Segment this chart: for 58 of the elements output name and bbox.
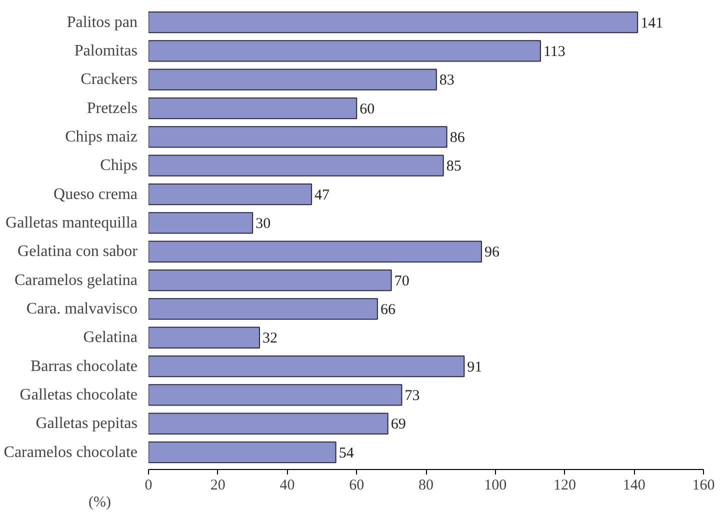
y-tick-label: Pretzels [86,100,138,117]
x-tick-label: 140 [622,478,646,494]
x-tick-label: 160 [692,478,715,494]
x-tick-label: 120 [554,478,576,494]
bar [148,97,358,120]
data-label: 60 [360,101,375,118]
data-label: 70 [394,273,410,290]
data-label: 83 [439,72,454,89]
y-tick-label: Caramelos gelatina [14,272,138,289]
y-tick-label: Barras chocolate [30,358,138,375]
bar [148,441,336,464]
bar [148,355,465,378]
bar [148,68,437,90]
data-label: 85 [446,158,462,175]
y-tick-label: Cara. malvavisco [26,300,138,318]
bar [148,40,541,62]
bar [148,126,448,148]
bar [148,212,254,234]
y-tick-label: Caramelos chocolate [4,444,138,461]
data-label: 30 [256,216,271,232]
y-tick-label: Palomitas [74,42,138,60]
y-tick-label: Galletas pepitas [36,415,138,432]
bar [148,183,312,206]
bar [148,11,638,34]
bar [148,412,388,434]
y-tick-label: Queso crema [54,186,138,203]
data-label: 91 [467,359,482,376]
data-label: 54 [338,445,354,462]
data-label: 73 [404,388,420,404]
data-label: 32 [262,330,278,347]
y-tick-label: Galletas mantequilla [6,214,138,232]
bar [148,154,444,176]
x-tick-label: 80 [418,478,434,494]
x-tick-label: 100 [484,478,507,494]
x-tick-label: 20 [210,478,226,494]
data-label: 47 [314,187,330,204]
data-label: 141 [640,15,664,32]
x-tick-label: 60 [349,478,364,494]
data-label: 66 [380,302,396,318]
bar [148,326,260,348]
y-tick-label: Gelatina con sabor [18,243,138,260]
y-tick-label: Chips [100,157,138,174]
y-tick-label: Crackers [80,71,138,88]
bar [148,240,482,262]
data-label: 69 [390,416,406,433]
y-tick-label: Palitos pan [66,14,138,31]
x-tick-label: 0 [144,478,152,494]
x-axis-title: (%) [88,494,111,510]
data-label: 113 [543,44,566,60]
data-label: 96 [484,244,500,261]
y-tick-label: Galletas chocolate [20,386,138,404]
bar [148,269,392,292]
y-tick-label: Gelatina [83,329,138,346]
data-label: 86 [450,130,466,146]
bar [148,298,378,320]
y-tick-label: Chips maiz [65,128,138,146]
x-tick-label: 40 [280,478,295,494]
bar [148,384,402,406]
